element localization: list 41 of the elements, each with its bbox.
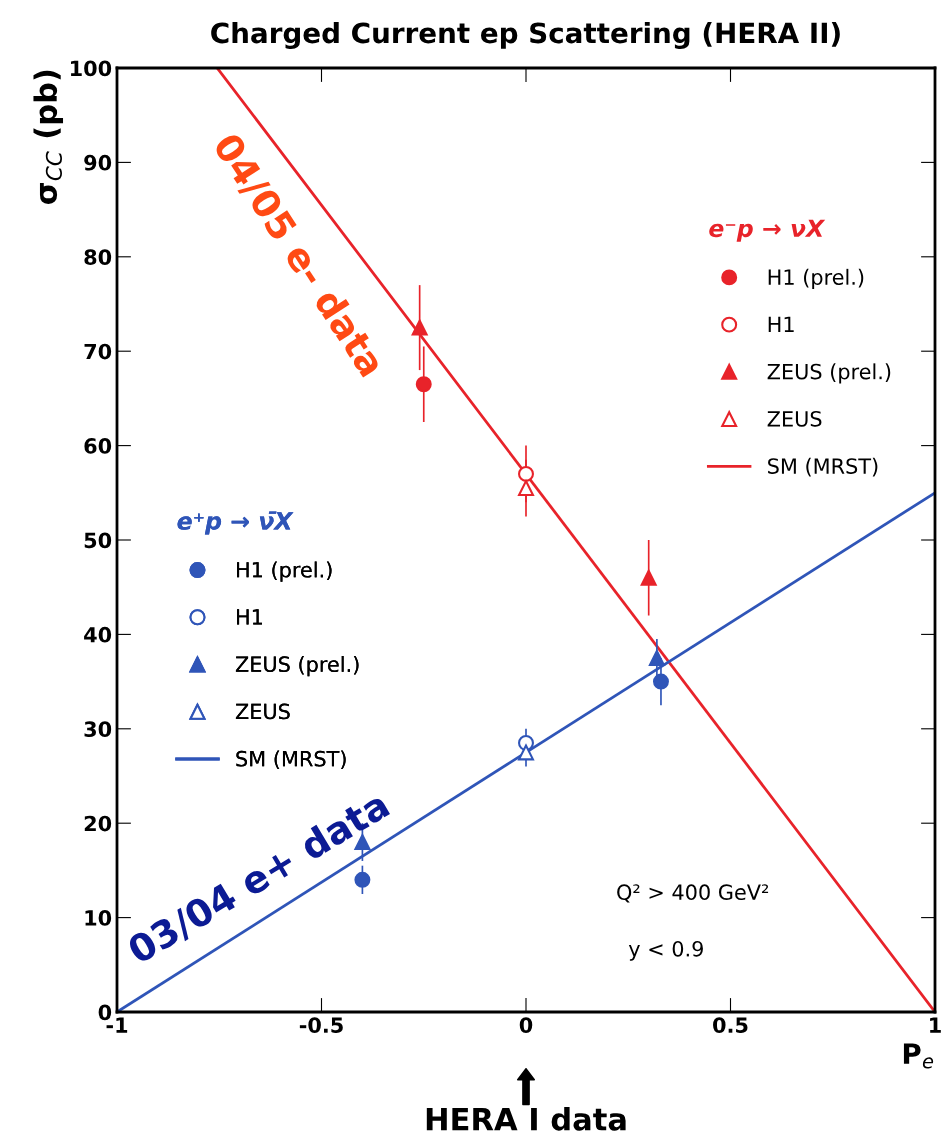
annotation: Q² > 400 GeV²: [617, 884, 769, 903]
legend-label: ZEUS (prel.): [235, 655, 359, 677]
y-tick-label: 60: [84, 438, 112, 454]
legend-label: H1: [237, 609, 262, 625]
point: [518, 465, 534, 482]
x-tick-label: 1: [930, 1017, 941, 1033]
text: HERA I data: [426, 1107, 626, 1131]
x-tick-label: 0.5: [713, 1017, 748, 1033]
point: [354, 871, 371, 888]
annotation: e⁻p → νX: [709, 219, 826, 242]
point: [640, 569, 657, 586]
legend-label: ZEUS (prel.): [767, 363, 891, 384]
legend-label: ZEUS: [767, 410, 822, 427]
x-axis-title: P$_{e}$: [903, 1043, 934, 1069]
y-tick-label: 90: [84, 154, 112, 171]
y-tick-label: 50: [84, 532, 112, 549]
y-tick-label: 20: [84, 815, 112, 832]
y-tick-label: 10: [85, 910, 112, 926]
chart-title: Charged Current ep Scattering (HERA II): [211, 21, 840, 49]
point: [648, 650, 665, 666]
y-tick-label: 80: [84, 249, 112, 266]
point: [415, 376, 432, 393]
y-axis-title: σ$_{CC}$ (pb): [33, 70, 64, 204]
x-tick-label: 0: [519, 1017, 533, 1033]
annotation: y < 0.9: [628, 940, 703, 961]
point: [411, 319, 428, 336]
x-tick-label: -0.5: [299, 1017, 343, 1033]
legend-label: H1 (prel.): [237, 561, 332, 582]
point: [518, 744, 534, 761]
legend-label: SM (MRST): [768, 457, 878, 477]
y-tick-label: 40: [84, 626, 112, 643]
point: [652, 673, 669, 690]
y-tick-label: 30: [84, 721, 112, 738]
y-tick-label: 70: [84, 343, 112, 360]
legend-label: ZEUS: [235, 703, 290, 720]
legend-label: H1 (prel.): [768, 268, 864, 290]
point: [518, 480, 534, 497]
annotation: e⁺p → ν̄X: [177, 511, 294, 535]
legend-label: H1: [768, 316, 794, 332]
legend-label: SM (MRST): [236, 750, 346, 770]
y-tick-label: 100: [71, 60, 112, 77]
